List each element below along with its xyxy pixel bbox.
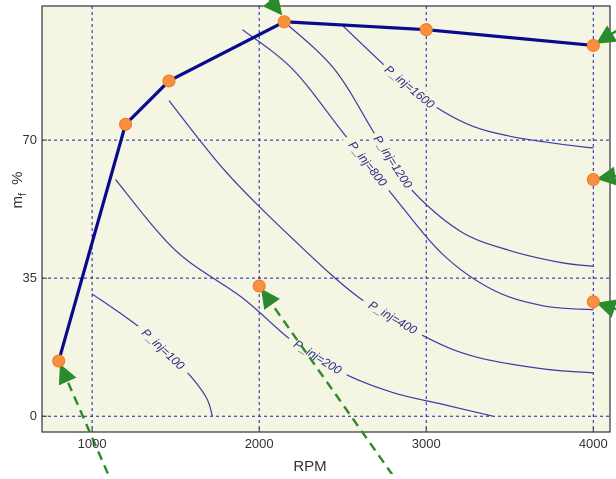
grid bbox=[42, 6, 610, 432]
x-tick-label: 3000 bbox=[412, 436, 441, 451]
operating-point bbox=[52, 354, 66, 368]
x-tick-label: 1000 bbox=[78, 436, 107, 451]
y-axis-title: mf% bbox=[9, 172, 29, 209]
contour-label-bg bbox=[341, 132, 396, 195]
contour-label-bg bbox=[369, 128, 419, 194]
operating-point bbox=[252, 279, 266, 293]
operating-point bbox=[119, 117, 133, 131]
contour-line bbox=[283, 21, 594, 267]
contour-label-bg bbox=[360, 293, 427, 341]
boundary-line bbox=[57, 20, 594, 362]
operating-point bbox=[586, 173, 600, 187]
arrow bbox=[58, 363, 112, 479]
operating-point bbox=[277, 15, 291, 29]
operating-points bbox=[52, 15, 600, 368]
y-tick-label: 35 bbox=[23, 270, 37, 285]
arrows bbox=[58, 0, 616, 479]
y-axis-title-sub: f bbox=[17, 192, 29, 196]
tick-labels: 1000 2000 3000 4000 0 35 70 bbox=[23, 132, 608, 451]
operating-point bbox=[419, 23, 433, 37]
x-tick-label: 2000 bbox=[245, 436, 274, 451]
contour-line bbox=[242, 29, 594, 311]
contour-label-bg bbox=[379, 59, 441, 114]
contour-label-bg bbox=[134, 320, 194, 377]
y-axis-title-main: m bbox=[9, 196, 26, 209]
arrow bbox=[596, 299, 616, 318]
y-axis-title-unit: % bbox=[9, 172, 26, 185]
x-axis-title: RPM bbox=[293, 458, 326, 474]
x-tick-label: 4000 bbox=[579, 436, 608, 451]
operating-point bbox=[586, 295, 600, 309]
y-tick-label: 0 bbox=[30, 408, 37, 423]
boundary-polyline bbox=[57, 20, 594, 362]
operating-point bbox=[162, 74, 176, 88]
arrow bbox=[596, 25, 616, 44]
arrow bbox=[261, 288, 397, 479]
svg-text:mf%: mf% bbox=[9, 172, 29, 209]
contour-label-bg bbox=[285, 332, 351, 381]
y-tick-label: 70 bbox=[23, 132, 37, 147]
arrow bbox=[596, 166, 616, 186]
operating-point bbox=[586, 38, 600, 52]
